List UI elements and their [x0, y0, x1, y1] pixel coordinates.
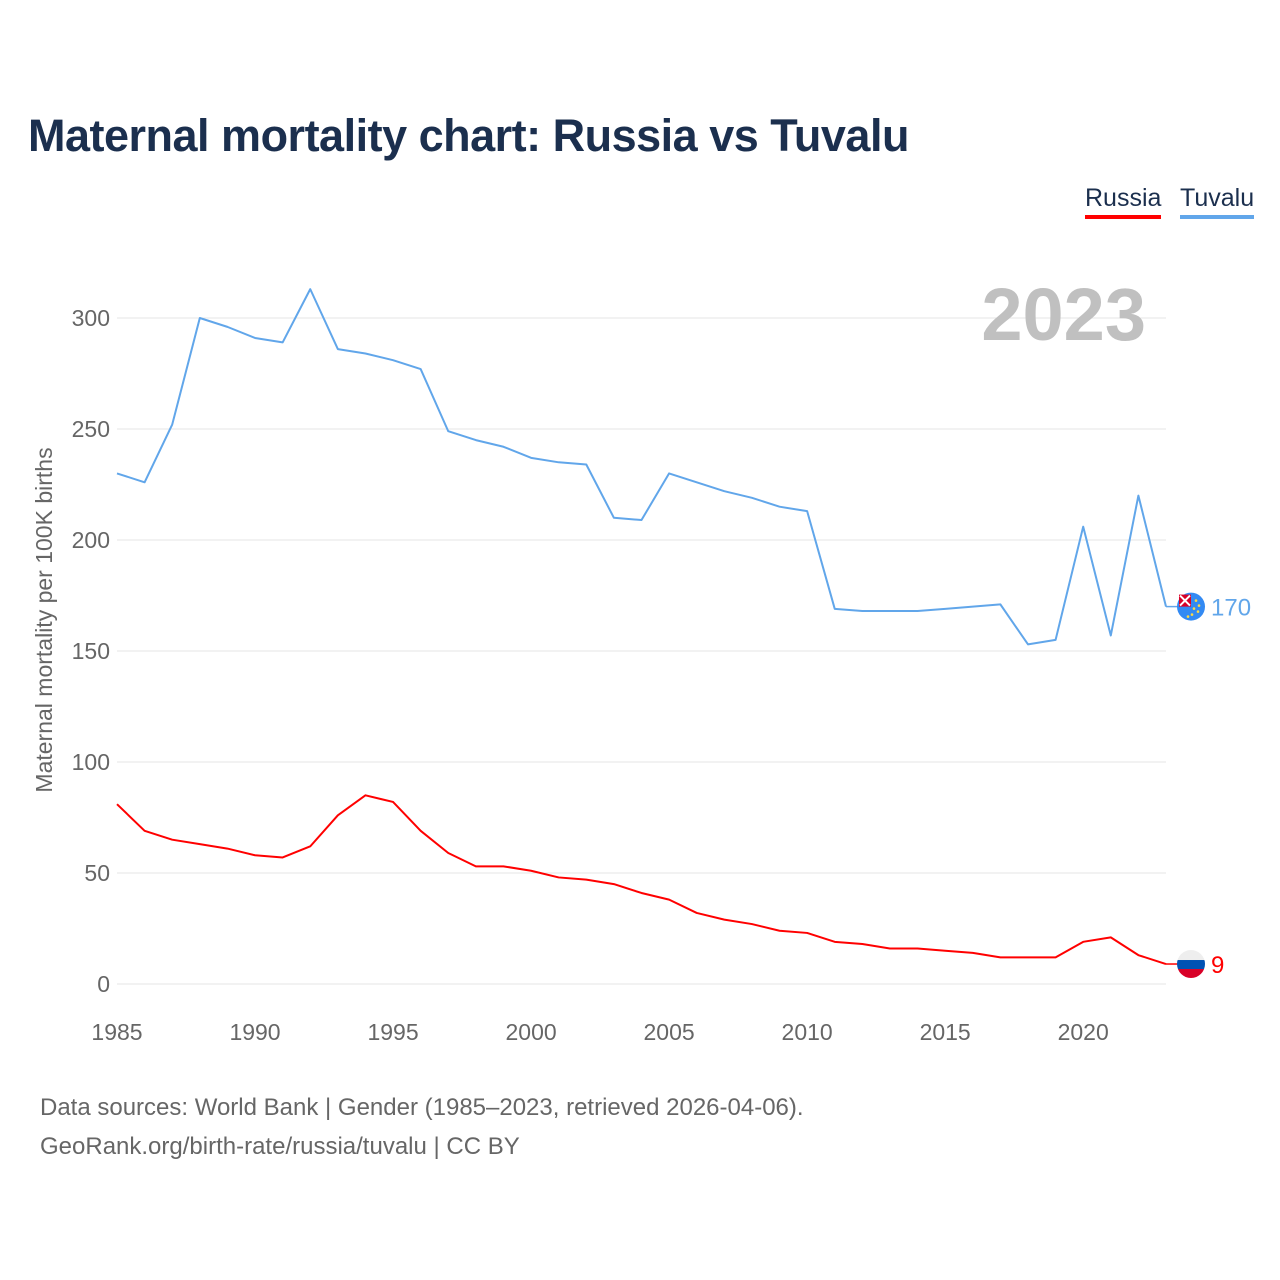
legend-russia[interactable]: Russia	[1085, 184, 1162, 219]
source-note: Data sources: World Bank | Gender (1985–…	[40, 1088, 804, 1166]
y-tick-label: 250	[72, 416, 110, 442]
russia-flag-icon	[1177, 950, 1205, 961]
russia-flag-icon	[1177, 969, 1205, 979]
x-tick-label: 2010	[782, 1019, 833, 1045]
x-tick-label: 1995	[367, 1019, 418, 1045]
x-tick-label: 2005	[644, 1019, 695, 1045]
year-label: 2023	[981, 273, 1146, 356]
y-tick-label: 0	[97, 971, 110, 997]
x-tick-label: 1985	[91, 1019, 142, 1045]
x-tick-label: 2020	[1058, 1019, 1109, 1045]
tuvalu-flag-star	[1196, 610, 1200, 613]
end-value-label-russia: 9	[1211, 952, 1224, 979]
source-line-1: Data sources: World Bank | Gender (1985–…	[40, 1094, 804, 1121]
y-tick-label: 300	[72, 305, 110, 331]
tuvalu-flag-icon	[1179, 594, 1191, 607]
legend-tuvalu[interactable]: Tuvalu	[1180, 184, 1255, 219]
y-tick-label: 100	[72, 749, 110, 775]
chart-title: Maternal mortality chart: Russia vs Tuva…	[28, 110, 909, 161]
tuvalu-flag-star	[1194, 599, 1198, 602]
y-tick-label: 150	[72, 638, 110, 664]
x-tick-label: 2000	[505, 1019, 556, 1045]
series-line-tuvalu	[116, 288, 1167, 646]
x-tick-label: 2015	[920, 1019, 971, 1045]
source-line-2: GeoRank.org/birth-rate/russia/tuvalu | C…	[40, 1133, 520, 1160]
tuvalu-flag-star	[1186, 615, 1190, 618]
y-tick-label: 50	[84, 860, 110, 886]
series-line-russia	[116, 794, 1167, 965]
russia-flag-icon	[1177, 960, 1205, 970]
end-value-label-tuvalu: 170	[1211, 595, 1251, 622]
y-axis-label: Maternal mortality per 100K births	[31, 447, 57, 792]
tuvalu-flag-star	[1192, 607, 1196, 610]
tuvalu-flag-star	[1197, 604, 1201, 607]
y-tick-label: 200	[72, 527, 110, 553]
x-tick-label: 1990	[229, 1019, 280, 1045]
tuvalu-flag-star	[1190, 613, 1194, 616]
